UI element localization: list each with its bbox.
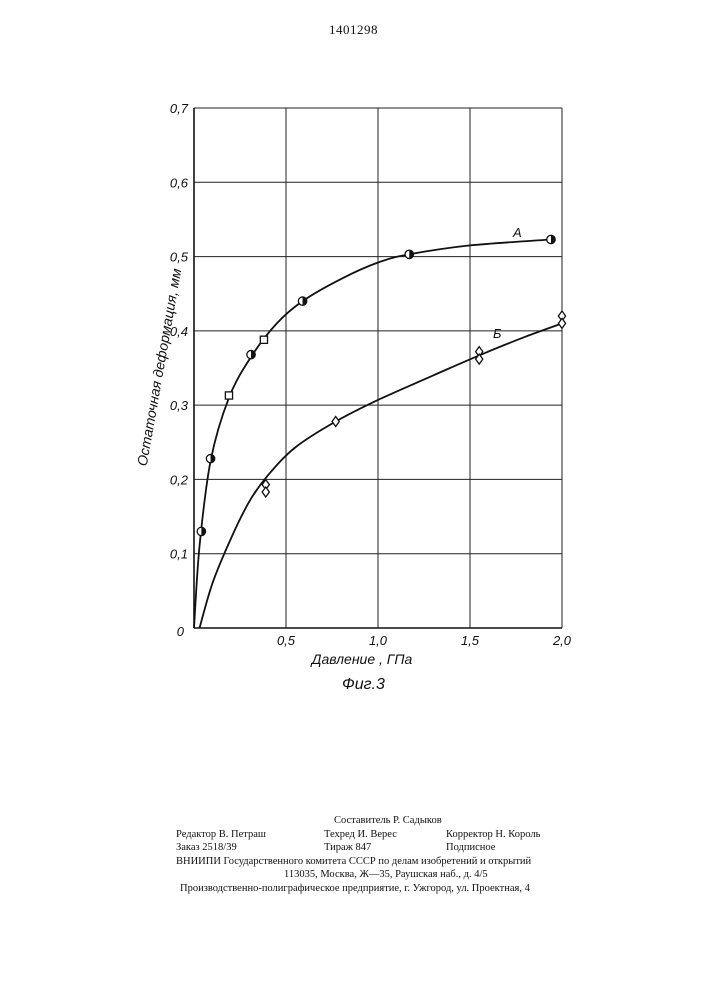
chart-markers <box>197 235 565 535</box>
data-point-square <box>225 392 232 399</box>
x-tick-label: 1,0 <box>369 633 388 648</box>
data-point-diamond <box>332 416 339 426</box>
techred: Техред И. Верес <box>324 828 397 842</box>
y-tick-label: 0,6 <box>170 175 189 190</box>
series-label-b: Б <box>493 326 502 341</box>
x-tick-label: 2,0 <box>552 633 572 648</box>
x-tick-label: 0,5 <box>277 633 296 648</box>
y-tick-label: 0,2 <box>170 472 189 487</box>
data-point-half-circle <box>247 350 255 358</box>
circulation: Тираж 847 <box>324 841 371 855</box>
origin-label: 0 <box>177 624 185 639</box>
series-curve-b <box>200 323 563 628</box>
y-tick-label: 0,3 <box>170 398 189 413</box>
imprint-block: Составитель Р. Садыков Редактор В. Петра… <box>170 814 570 895</box>
data-point-half-circle <box>206 454 214 462</box>
data-point-diamond <box>558 318 565 328</box>
compiler: Составитель Р. Садыков <box>334 814 442 828</box>
y-tick-label: 0,7 <box>170 101 189 116</box>
data-point-half-circle <box>405 250 413 258</box>
x-tick-label: 1,5 <box>461 633 480 648</box>
data-point-diamond <box>262 487 269 497</box>
y-tick-label: 0,5 <box>170 250 189 265</box>
org-line-1: ВНИИПИ Государственного комитета СССР по… <box>176 855 531 869</box>
figure-caption: Фиг.3 <box>342 676 385 694</box>
data-point-half-circle <box>298 297 306 305</box>
x-axis-title: Давление , ГПа <box>310 651 413 667</box>
series-label-a: А <box>512 225 522 240</box>
corrector: Корректор Н. Король <box>446 828 540 842</box>
chart-labels: 0,10,20,30,40,50,60,70,51,01,52,00Давлен… <box>134 101 572 667</box>
org-line-2: 113035, Москва, Ж—35, Раушская наб., д. … <box>284 868 488 882</box>
y-axis-title: Остаточная деформация, мм <box>134 267 185 467</box>
chart-grid <box>194 108 562 628</box>
editor: Редактор В. Петраш <box>176 828 266 842</box>
printer: Производственно-полиграфическое предприя… <box>180 882 530 896</box>
subscription: Подписное <box>446 841 495 855</box>
order: Заказ 2518/39 <box>176 841 237 855</box>
deformation-chart: 0,10,20,30,40,50,60,70,51,01,52,00Давлен… <box>0 0 707 720</box>
y-tick-label: 0,1 <box>170 547 188 562</box>
series-curve-a <box>194 240 551 629</box>
data-point-half-circle <box>547 235 555 243</box>
data-point-half-circle <box>197 527 205 535</box>
data-point-square <box>260 336 267 343</box>
